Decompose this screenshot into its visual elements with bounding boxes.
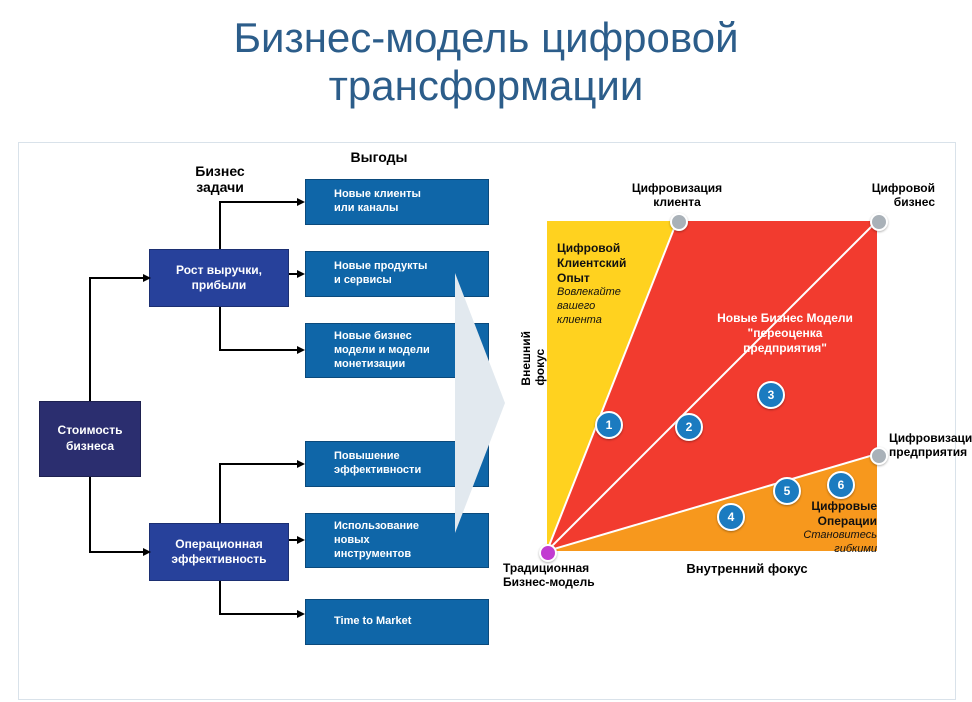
conn [219, 201, 221, 249]
origin-dot [539, 544, 557, 562]
region-red-text: Новые Бизнес Модели "переоценка предприя… [705, 311, 865, 356]
arrow-icon [297, 610, 305, 618]
region-orange-text: Цифровые Операции Становитесь гибкими [765, 499, 877, 557]
chart-badge-2: 2 [675, 413, 703, 441]
diagram-frame: Бизнес задачи Выгоды Стоимость бизнеса Р… [18, 142, 956, 700]
tasks-header: Бизнес задачи [175, 163, 265, 195]
conn [219, 463, 299, 465]
corner-lbl-top-left: Цифровизация клиента [617, 181, 737, 210]
task-box-1: Операционная эффективность [149, 523, 289, 581]
conn [219, 613, 299, 615]
conn [89, 277, 149, 279]
chart-badge-6: 6 [827, 471, 855, 499]
corner-dot-top-right [870, 213, 888, 231]
arrow-icon [297, 346, 305, 354]
conn [219, 581, 221, 615]
benefit-box-6: Time to Market [305, 599, 489, 645]
big-arrow-icon [455, 273, 505, 533]
axis-x-label: Внутренний фокус [657, 561, 837, 576]
page: Бизнес-модель цифровой трансформации Биз… [0, 0, 972, 702]
corner-lbl-top-right: Цифровой бизнес [825, 181, 935, 210]
arrow-icon [297, 270, 305, 278]
conn [89, 477, 91, 551]
conn [89, 277, 91, 401]
arrow-icon [297, 198, 305, 206]
chart-badge-5: 5 [773, 477, 801, 505]
arrow-icon [143, 548, 151, 556]
conn [219, 307, 221, 351]
page-title: Бизнес-модель цифровой трансформации [0, 14, 972, 111]
chart-badge-1: 1 [595, 411, 623, 439]
corner-lbl-origin: Традиционная Бизнес-модель [503, 561, 633, 590]
conn [219, 463, 221, 523]
task-box-0: Рост выручки, прибыли [149, 249, 289, 307]
chart-badge-3: 3 [757, 381, 785, 409]
corner-lbl-right-mid: Цифровизация предприятия [889, 431, 972, 460]
chart-badge-4: 4 [717, 503, 745, 531]
conn [219, 201, 299, 203]
corner-dot-right-mid [870, 447, 888, 465]
conn [219, 349, 299, 351]
corner-dot-top-left [670, 213, 688, 231]
conn [89, 551, 149, 553]
benefits-header: Выгоды [329, 149, 429, 165]
axis-y-label: Внешний фокус [519, 331, 547, 386]
root-box: Стоимость бизнеса [39, 401, 141, 477]
arrow-icon [297, 460, 305, 468]
arrow-icon [143, 274, 151, 282]
benefit-box-1: Новые клиенты или каналы [305, 179, 489, 225]
arrow-icon [297, 536, 305, 544]
region-yellow-text: Цифровой Клиентский Опыт Вовлекайте ваше… [557, 241, 667, 327]
